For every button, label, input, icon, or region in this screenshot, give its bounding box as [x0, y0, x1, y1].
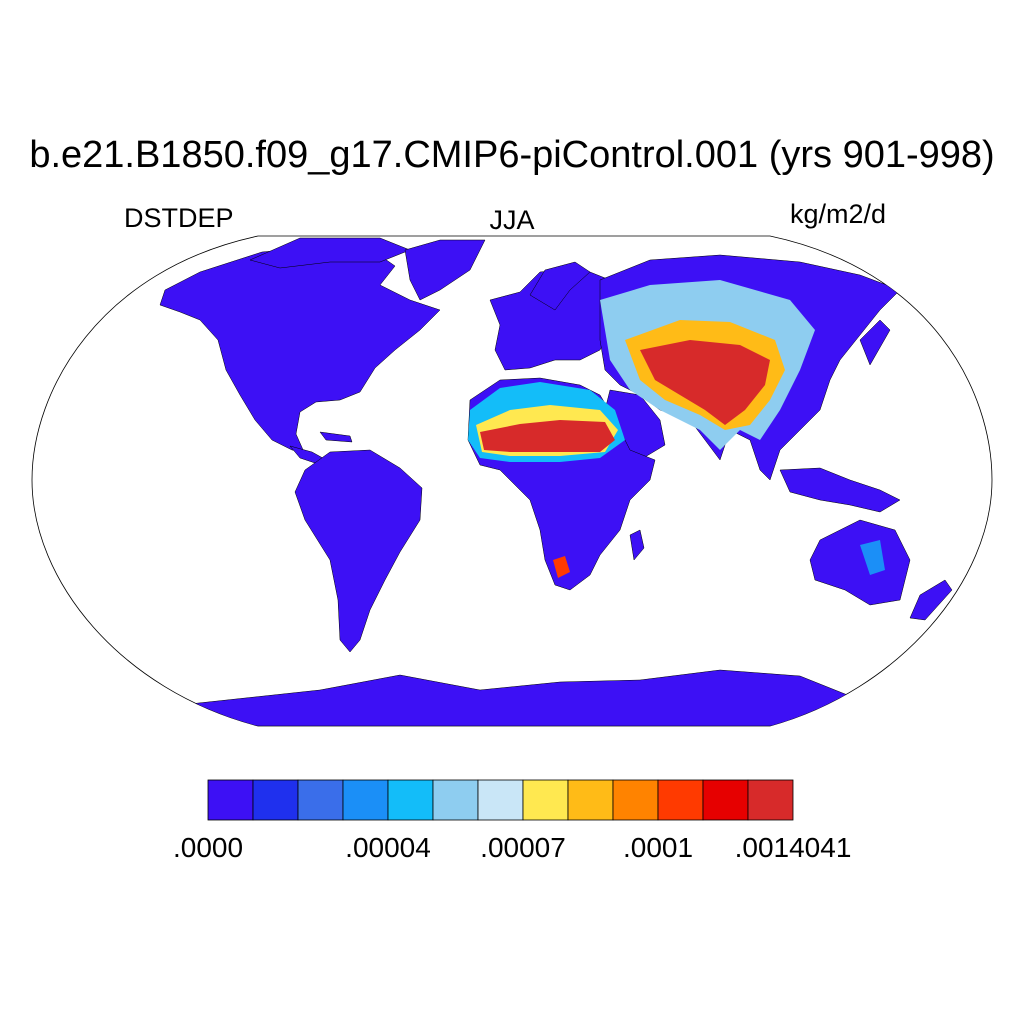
land-scandinavia: [529, 261, 591, 311]
colorbar-box: [522, 779, 569, 821]
dust-australia: [860, 540, 885, 575]
map-title: b.e21.B1850.f09_g17.CMIP6-piControl.001 …: [29, 134, 995, 176]
colorbar-box: [387, 779, 434, 821]
dust-asia-core: [640, 340, 770, 425]
colorbar-box: [702, 779, 749, 821]
colorbar-box: [477, 779, 524, 821]
colorbar-tick-label: .00007: [480, 832, 566, 863]
colorbar-box: [657, 779, 704, 821]
land-layer: [149, 237, 953, 726]
land-arctic-islands: [249, 237, 411, 269]
land-north-america: [159, 245, 441, 453]
colorbar: [207, 779, 794, 821]
colorbar-box: [612, 779, 659, 821]
colorbar-tick-label: .0000: [172, 832, 244, 863]
dust-sahara-core: [480, 420, 615, 452]
land-se-asia-islands: [779, 467, 901, 513]
colorbar-tick-label: .0014041: [734, 832, 852, 863]
land-south-america: [294, 449, 423, 653]
colorbar-box: [297, 779, 344, 821]
colorbar-tick-label: .0001: [622, 832, 694, 863]
land-australia: [809, 519, 911, 606]
land-madagascar: [629, 529, 645, 561]
season-label: JJA: [489, 205, 535, 235]
colorbar-box: [252, 779, 299, 821]
colorbar-box: [207, 779, 254, 821]
land-antarctica: [149, 669, 901, 726]
land-japan: [859, 319, 891, 366]
colorbar-box: [432, 779, 479, 821]
dust-kalahari: [553, 556, 570, 578]
colorbar-box: [342, 779, 389, 821]
land-new-zealand: [909, 579, 953, 621]
units-label: kg/m2/d: [790, 199, 887, 229]
colorbar-box: [747, 779, 794, 821]
land-greenland: [404, 239, 486, 301]
colorbar-tick-label: .00004: [345, 832, 431, 863]
land-caribbean: [319, 431, 353, 443]
colorbar-box: [567, 779, 614, 821]
variable-label: DSTDEP: [124, 203, 234, 233]
